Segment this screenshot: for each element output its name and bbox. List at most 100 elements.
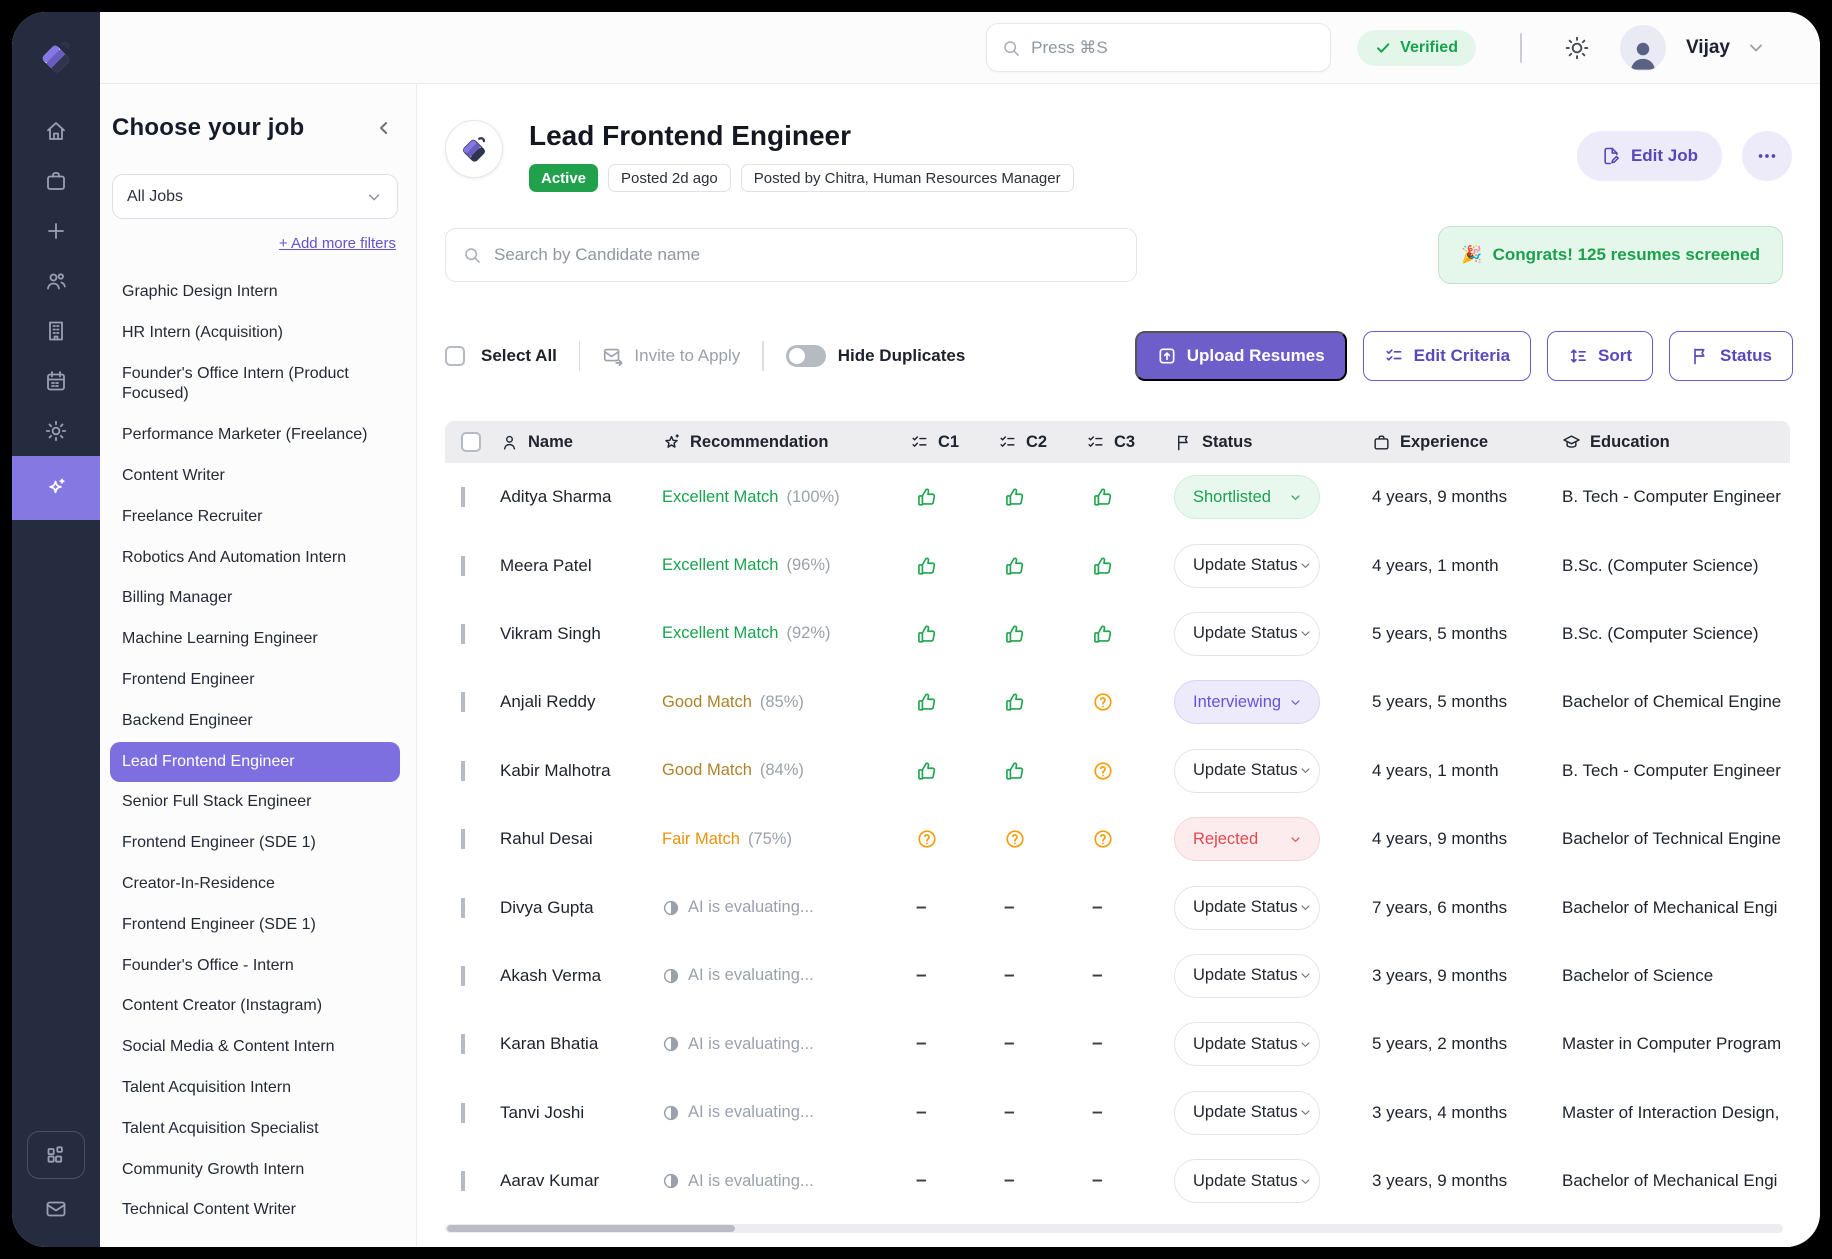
app-logo-icon[interactable] [33, 34, 79, 80]
rail-item-gear[interactable] [12, 406, 100, 456]
row-checkbox[interactable] [461, 692, 465, 713]
rail-item-briefcase[interactable] [12, 156, 100, 206]
chevron-left-icon [380, 122, 388, 134]
sidebar-job-item[interactable]: Founder's Office Intern (Product Focused… [122, 364, 349, 403]
avatar[interactable] [1619, 24, 1666, 71]
gear-icon [44, 419, 68, 443]
hide-duplicates-toggle[interactable] [785, 345, 826, 367]
row-checkbox[interactable] [461, 965, 465, 986]
invite-to-apply-button[interactable]: Invite to Apply [602, 345, 740, 367]
sidebar-job-item[interactable]: Content Writer [122, 466, 225, 484]
status-dropdown[interactable]: Update Status [1174, 543, 1320, 588]
status-dropdown[interactable]: Update Status [1174, 1090, 1320, 1135]
row-checkbox[interactable] [461, 897, 465, 918]
theme-toggle-button[interactable] [1564, 35, 1590, 61]
sidebar-job-item[interactable]: Graphic Design Intern [122, 283, 278, 300]
status-filter-button[interactable]: Status [1669, 331, 1793, 381]
sidebar-job-item[interactable]: Frontend Engineer (SDE 1) [122, 834, 316, 852]
sort-button[interactable]: Sort [1547, 331, 1654, 381]
rail-item-apps[interactable] [27, 1131, 85, 1179]
plus-icon [44, 219, 68, 243]
sidebar-job-item[interactable]: Technical Content Writer [122, 1201, 296, 1219]
sidebar-job-item[interactable]: Content Creator (Instagram) [122, 997, 323, 1015]
job-filter-select[interactable]: All Jobs [112, 174, 398, 219]
rail-item-plus[interactable] [12, 206, 100, 256]
sidebar-job-item[interactable]: Robotics And Automation Intern [122, 548, 347, 566]
edit-job-label: Edit Job [1630, 146, 1698, 165]
job-logo [445, 120, 503, 178]
edit-job-button[interactable]: Edit Job [1576, 131, 1722, 181]
sidebar-job-item-selected[interactable]: Lead Frontend Engineer [110, 741, 400, 783]
more-options-button[interactable] [1742, 131, 1792, 181]
add-more-filters-link[interactable]: + Add more filters [278, 235, 396, 252]
sidebar-job-item[interactable]: Backend Engineer [122, 711, 253, 729]
user-menu-button[interactable] [1746, 38, 1766, 58]
status-dropdown[interactable]: Update Status [1174, 953, 1320, 998]
candidate-search[interactable] [445, 228, 1137, 282]
sidebar-job-item[interactable]: HR Intern (Acquisition) [122, 323, 283, 341]
scrollbar-thumb[interactable] [447, 1225, 735, 1232]
dash-icon: – [1092, 896, 1103, 918]
chevron-down-icon [1298, 558, 1313, 573]
column-header-education: Education [1562, 433, 1790, 452]
sidebar-job-item[interactable]: Community Growth Intern [122, 1160, 305, 1178]
sidebar-job-item[interactable]: Freelance Recruiter [122, 507, 263, 525]
row-checkbox[interactable] [461, 760, 465, 781]
row-checkbox[interactable] [461, 1102, 465, 1123]
header-checkbox[interactable] [461, 432, 481, 452]
collapse-panel-button[interactable] [374, 118, 394, 138]
candidate-name: Aditya Sharma [500, 487, 612, 507]
ai-evaluating-label: AI is evaluating... [688, 1103, 814, 1122]
upload-resumes-button[interactable]: Upload Resumes [1134, 331, 1347, 381]
global-search-input[interactable] [1031, 37, 1317, 58]
chevron-down-icon [1298, 1037, 1313, 1052]
rail-item-sparkles[interactable] [12, 456, 100, 520]
row-checkbox[interactable] [461, 623, 465, 644]
sidebar-job-item[interactable]: Founder's Office - Intern [122, 956, 294, 974]
sidebar-job-item[interactable]: Social Media & Content Intern [122, 1038, 335, 1056]
sidebar-job-item[interactable]: Frontend Engineer [122, 670, 255, 688]
sidebar-job-item[interactable]: Billing Manager [122, 589, 233, 607]
rail-item-users[interactable] [12, 256, 100, 306]
sidebar-job-item[interactable]: Frontend Engineer (SDE 1) [122, 915, 316, 933]
rail-item-home[interactable] [12, 106, 100, 156]
calendar-icon [44, 369, 68, 393]
recommendation-cell: AI is evaluating... [662, 898, 910, 917]
candidate-search-input[interactable] [494, 245, 1120, 265]
rail-item-building[interactable] [12, 306, 100, 356]
table-row: Anjali Reddy Good Match (85%) Interviewi… [445, 668, 1790, 736]
row-checkbox[interactable] [461, 1171, 465, 1192]
sidebar-job-item[interactable]: Talent Acquisition Specialist [122, 1119, 319, 1137]
row-checkbox[interactable] [461, 555, 465, 576]
status-dropdown[interactable]: Update Status [1174, 611, 1320, 656]
thumb-up-icon [1086, 555, 1174, 577]
row-checkbox[interactable] [461, 487, 465, 508]
status-dropdown[interactable]: Update Status [1174, 1022, 1320, 1067]
sidebar-job-item[interactable]: Senior Full Stack Engineer [122, 793, 312, 811]
status-dropdown[interactable]: Rejected [1174, 817, 1320, 862]
sidebar-job-item[interactable]: Talent Acquisition Intern [122, 1078, 291, 1096]
table-header: Name Recommendation C1 C2 C3 Status Experience… [445, 421, 1790, 463]
row-checkbox[interactable] [461, 829, 465, 850]
status-value: Update Status [1193, 1034, 1298, 1053]
edit-criteria-button[interactable]: Edit Criteria [1362, 331, 1532, 381]
rail-item-calendar[interactable] [12, 356, 100, 406]
status-dropdown[interactable]: Update Status [1174, 1159, 1320, 1204]
sidebar-job-item[interactable]: Creator-In-Residence [122, 874, 275, 892]
status-dropdown[interactable]: Update Status [1174, 748, 1320, 793]
status-dropdown[interactable]: Shortlisted [1174, 475, 1320, 520]
verified-badge: Verified [1357, 29, 1476, 66]
status-value: Interviewing [1193, 692, 1282, 711]
global-search[interactable] [986, 23, 1332, 72]
row-checkbox[interactable] [461, 1034, 465, 1055]
sidebar-job-item[interactable]: Performance Marketer (Freelance) [122, 426, 368, 444]
select-all-checkbox[interactable] [445, 346, 465, 366]
status-dropdown[interactable]: Update Status [1174, 885, 1320, 930]
sidebar-job-item[interactable]: Machine Learning Engineer [122, 630, 318, 648]
dash-icon: – [916, 1033, 927, 1055]
search-icon [1004, 40, 1019, 56]
rail-item-mail[interactable] [27, 1197, 85, 1221]
status-dropdown[interactable]: Interviewing [1174, 680, 1320, 725]
job-filter-value: All Jobs [127, 187, 184, 205]
experience-cell: 5 years, 5 months [1372, 623, 1508, 643]
